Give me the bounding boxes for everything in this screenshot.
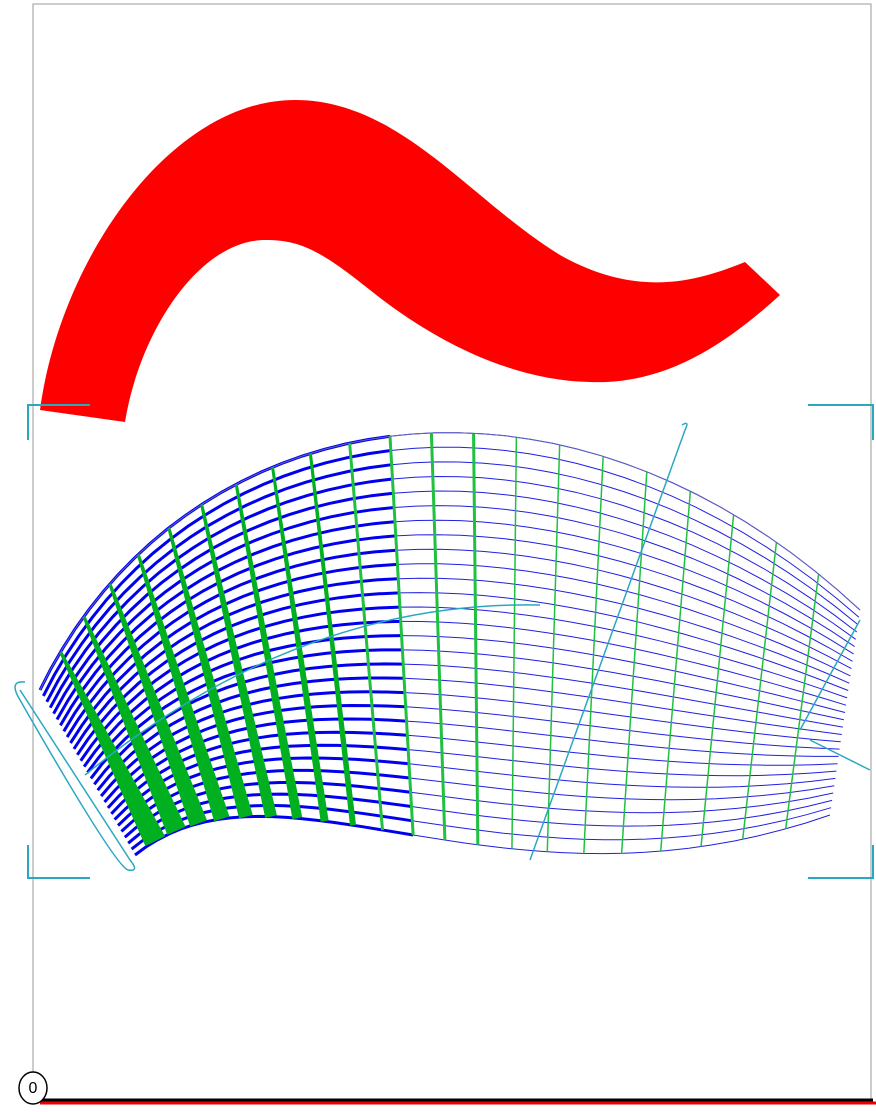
mesh-line [394,519,854,655]
mesh-line [398,577,850,684]
mesh-line [76,591,400,756]
mesh-line [407,734,838,766]
mesh-line [48,477,393,709]
mesh-rib [429,432,447,841]
mesh-line [397,563,851,677]
mesh-line [408,763,836,788]
mesh-line [393,490,856,640]
mesh-rib [741,542,778,840]
mesh-line [403,663,843,728]
mesh-line [55,506,395,721]
mesh-rib [234,483,303,820]
mesh-rib [546,444,561,852]
mesh-rib [583,456,604,854]
mesh-line [52,491,394,715]
bracket [808,404,874,440]
mesh-line [391,461,859,625]
mesh-line [62,534,396,733]
mesh-rib [59,651,166,847]
label-badge [18,1071,48,1105]
mesh [38,432,861,857]
mesh-line [65,548,397,738]
mesh-line [396,548,852,670]
handle [14,681,136,872]
mesh-line [59,520,396,727]
mesh-line [401,635,846,713]
mesh-rib [271,466,329,822]
mesh-line [399,606,848,699]
mesh-rib [108,583,207,827]
mesh-rib [388,436,415,836]
viewport-label: 0 [29,1080,38,1097]
mesh-line [412,807,832,841]
mesh-line [392,475,858,633]
mesh-line [411,799,833,827]
mesh-line [403,677,842,735]
mesh-line [413,814,831,855]
mesh-rib [511,437,518,849]
mesh-outline [39,432,861,691]
bracket [27,404,90,440]
mesh-line [42,449,392,697]
handle [799,619,871,771]
red-shape [40,100,780,422]
selection-brackets [27,404,874,879]
mesh-rib [620,471,648,854]
mesh-rib [784,573,820,829]
mesh-line [390,446,860,618]
mesh-rib [700,514,735,847]
mesh-rib [136,554,230,822]
handle [529,422,688,861]
mesh-line [395,534,853,662]
mesh-rib [200,504,277,818]
mesh-line [404,692,841,743]
mesh-line [405,706,840,750]
mesh-line [394,505,855,648]
handles [14,422,871,872]
bracket [808,845,874,879]
mesh-line [408,749,837,777]
mesh-rib [308,453,356,826]
mesh-line [410,791,834,814]
mesh-rib [348,442,384,831]
mesh-rib [82,615,186,835]
mesh-line [72,577,399,750]
handle [84,604,541,776]
mesh-rib [472,433,480,845]
mesh-line [45,463,392,703]
mesh-rib [167,527,253,819]
bracket [27,845,90,879]
mesh-line [134,814,414,857]
mesh-line [402,649,845,721]
mesh-line [69,562,398,744]
mesh-rib [659,491,692,852]
mesh-line [406,720,839,757]
mesh-line [399,592,849,691]
mesh-line [400,620,847,706]
mesh-line [409,777,835,801]
